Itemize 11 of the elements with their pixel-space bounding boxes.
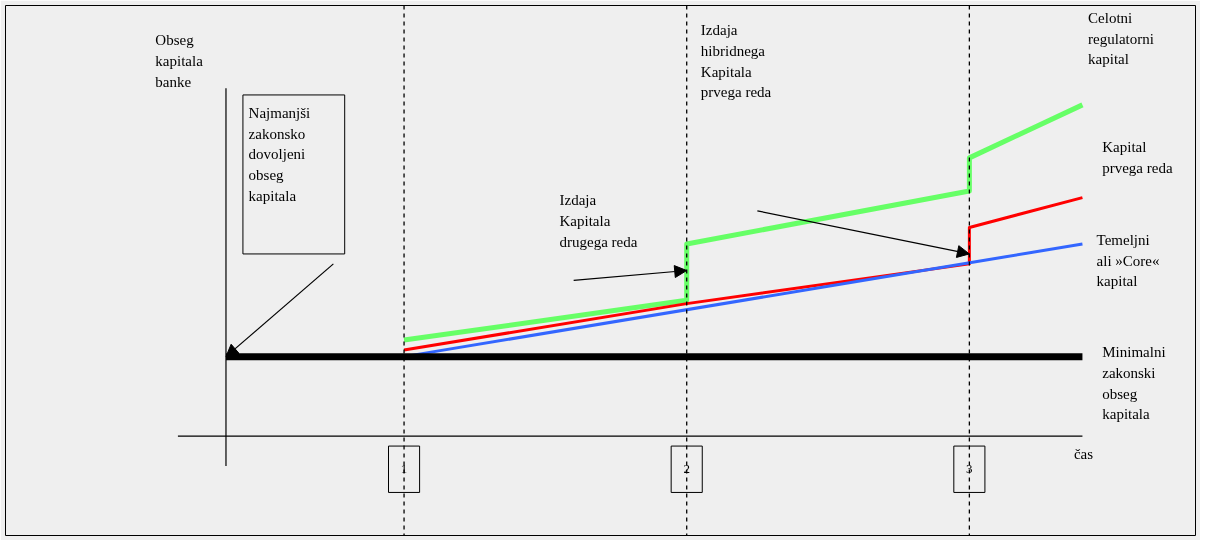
y-axis-title: Obseg kapitala banke [155, 32, 204, 90]
series-label: Kapital prvega reda [1102, 139, 1173, 177]
series-label: Minimalni zakonski obseg kapitala [1102, 343, 1166, 423]
text: Celotni regulatorni kapital [1088, 9, 1154, 68]
x-axis-title: čas [1073, 446, 1094, 463]
annotation: Najmanjši zakonsko dovoljeni obseg kapitala [248, 104, 311, 205]
x-tick-label: 1 [400, 461, 408, 477]
text: Izdaja hibridnega Kapitala prvega reda [700, 22, 772, 101]
x-tick-label: 2 [683, 461, 690, 477]
annotation: Izdaja Kapitala drugega reda [559, 192, 638, 250]
series-label: Temeljni ali »Core« kapital [1096, 231, 1160, 290]
